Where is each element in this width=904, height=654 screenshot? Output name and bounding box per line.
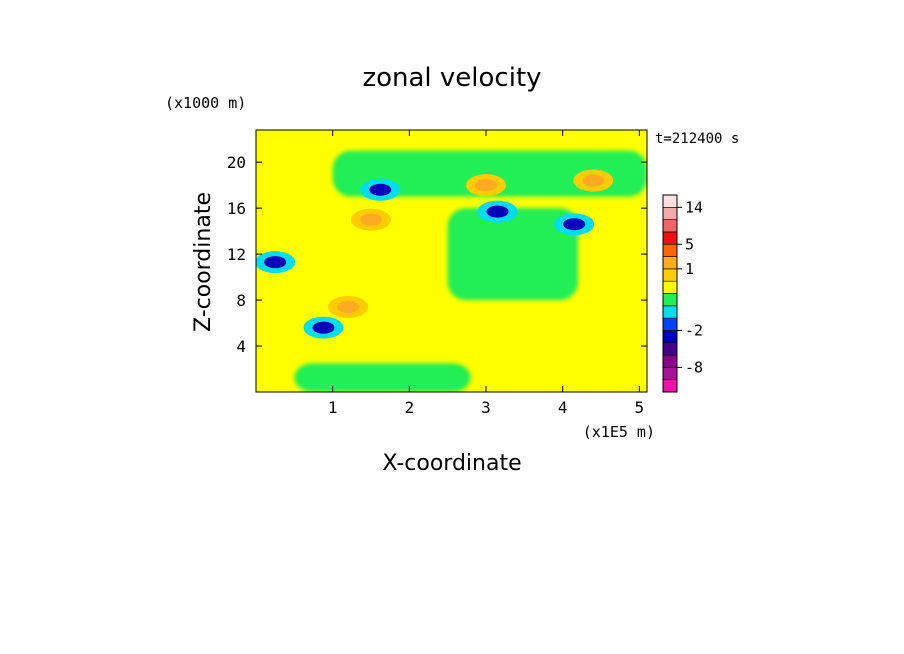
colorbar-tick-label: 14 xyxy=(685,198,703,216)
colorbar-segment xyxy=(662,231,678,245)
field-blob xyxy=(486,205,509,218)
field-band xyxy=(294,363,471,392)
colorbar-segment xyxy=(662,354,678,368)
field-blob xyxy=(312,321,335,334)
field-band xyxy=(447,208,578,301)
y-tick-label: 4 xyxy=(236,337,246,356)
x-tick-label: 1 xyxy=(328,398,338,417)
field-blob xyxy=(582,174,605,187)
colorbar-segment xyxy=(662,219,678,233)
y-tick-label: 12 xyxy=(227,245,246,264)
field-blob xyxy=(264,256,287,269)
y-tick-label: 20 xyxy=(227,153,246,172)
y-tick-label: 16 xyxy=(227,199,246,218)
field-layer xyxy=(256,130,647,392)
y-axis: 4 8 12 16 20 xyxy=(227,153,647,356)
x-tick-label: 4 xyxy=(558,398,568,417)
x-tick-label: 5 xyxy=(635,398,645,417)
colorbar-labels: 14 5 1 -2 -8 xyxy=(677,198,703,376)
y-tick-label: 8 xyxy=(236,291,246,310)
colorbar-segment xyxy=(662,293,678,307)
colorbar-segment xyxy=(662,256,678,270)
colorbar-segment xyxy=(662,342,678,356)
x-axis-label: X-coordinate xyxy=(382,451,521,476)
y-axis-label: Z-coordinate xyxy=(191,192,216,332)
field-blob xyxy=(360,213,382,226)
field-blob xyxy=(369,183,392,196)
chart-title: zonal velocity xyxy=(362,63,541,93)
colorbar-segment xyxy=(662,305,678,319)
contour-field xyxy=(256,130,647,392)
time-label: t=212400 s xyxy=(655,131,739,147)
plot-frame xyxy=(255,129,648,393)
x-axis: 1 2 3 4 5 xyxy=(328,130,644,417)
field-blob xyxy=(337,300,359,313)
x-tick-label: 3 xyxy=(481,398,491,417)
colorbar-tick-label: -8 xyxy=(685,358,703,376)
colorbar-segment xyxy=(662,194,678,208)
colorbar-segment xyxy=(662,367,678,380)
colorbar-segment xyxy=(662,330,678,344)
colorbar-segment xyxy=(662,379,678,393)
colorbar-segment xyxy=(662,243,678,257)
field-blob xyxy=(563,218,586,231)
colorbar xyxy=(662,194,678,393)
x-unit-label: (x1E5 m) xyxy=(583,423,655,441)
x-tick-label: 2 xyxy=(405,398,415,417)
colorbar-segment xyxy=(662,268,678,282)
colorbar-segment xyxy=(662,317,678,331)
y-unit-label: (x1000 m) xyxy=(165,94,246,112)
field-blob xyxy=(475,179,497,192)
field-band xyxy=(332,150,647,197)
colorbar-tick-label: 1 xyxy=(685,260,694,278)
colorbar-frame xyxy=(662,194,678,393)
colorbar-segment xyxy=(662,280,678,294)
colorbar-segment xyxy=(662,207,678,220)
colorbar-tick-label: -2 xyxy=(685,321,703,339)
colorbar-tick-label: 5 xyxy=(685,235,694,253)
